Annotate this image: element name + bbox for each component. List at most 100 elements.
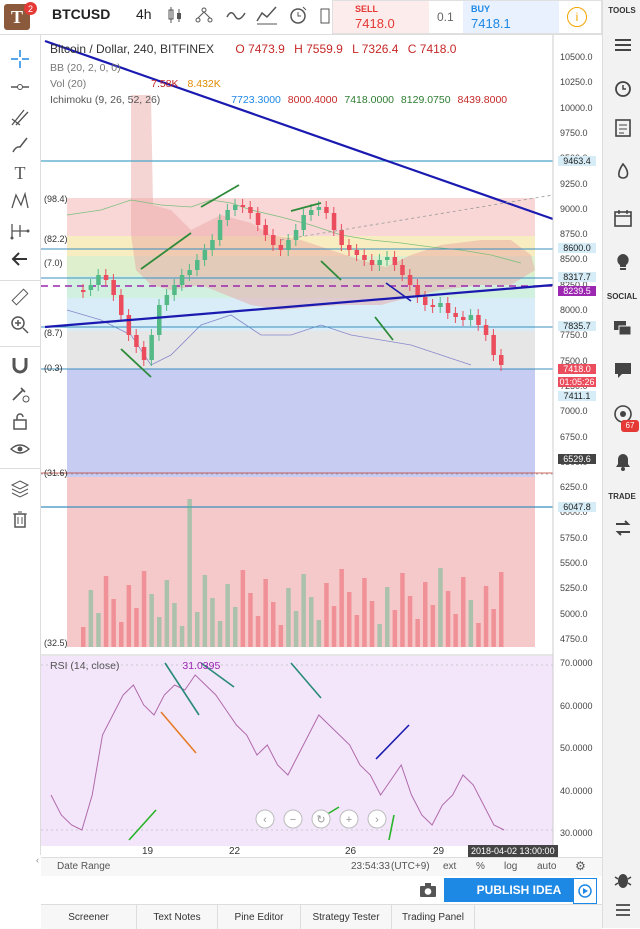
brush-icon[interactable] bbox=[10, 135, 30, 160]
candle-body bbox=[491, 335, 496, 355]
divider bbox=[0, 346, 40, 347]
stay-in-drawing-mode-icon[interactable] bbox=[10, 383, 30, 408]
divider bbox=[0, 280, 40, 281]
price-label: 9463.4 bbox=[558, 156, 596, 166]
pitchfork-icon[interactable] bbox=[10, 107, 30, 132]
chart-area[interactable]: ‹ − ↻ + › bbox=[41, 35, 602, 857]
lock-icon[interactable] bbox=[10, 411, 30, 436]
volume-bar bbox=[141, 571, 147, 647]
prediction-icon[interactable] bbox=[10, 221, 30, 246]
more-icon[interactable] bbox=[613, 900, 633, 925]
settings-gear-icon[interactable]: ⚙ bbox=[575, 859, 586, 873]
volume-bar bbox=[331, 606, 337, 647]
info-icon[interactable]: i bbox=[567, 7, 587, 27]
legend-high: H 7559.9 bbox=[294, 42, 343, 56]
interval-button[interactable]: 4h bbox=[136, 6, 152, 22]
order-panel-icon[interactable] bbox=[613, 518, 633, 543]
zoom-in-icon[interactable] bbox=[10, 315, 30, 340]
bug-report-icon[interactable] bbox=[613, 870, 633, 895]
play-icon[interactable] bbox=[573, 878, 597, 904]
volume-bar bbox=[210, 598, 215, 647]
last-price-label: 7418.0 bbox=[558, 364, 596, 374]
publish-idea-button[interactable]: PUBLISH IDEA bbox=[444, 878, 594, 902]
candle-body bbox=[461, 317, 466, 320]
eye-icon[interactable] bbox=[9, 439, 31, 464]
calendar-icon[interactable] bbox=[613, 208, 633, 233]
indicators-icon[interactable] bbox=[226, 5, 246, 30]
templates-icon[interactable] bbox=[256, 5, 278, 30]
candle-body bbox=[210, 240, 215, 250]
fib-label: (32.5) bbox=[44, 638, 68, 648]
sell-button[interactable]: SELL 7418.0 bbox=[333, 1, 429, 33]
volume-bar bbox=[202, 575, 208, 647]
alarm-clock-icon[interactable] bbox=[613, 78, 633, 103]
volume-bar bbox=[248, 593, 253, 647]
crosshair-icon[interactable] bbox=[10, 49, 30, 74]
trend-line-icon[interactable] bbox=[10, 77, 30, 102]
ext-toggle[interactable]: ext bbox=[443, 861, 457, 872]
camera-icon[interactable] bbox=[419, 882, 437, 903]
rsi-axis[interactable]: 70.0000 60.0000 50.0000 40.0000 30.0000 bbox=[556, 656, 602, 846]
legend-bb[interactable]: BB (20, 2, 0, 0) bbox=[50, 62, 121, 74]
price-axis[interactable]: 10500.010250.010000.09750.09500.09250.09… bbox=[556, 0, 602, 660]
legend-vol[interactable]: Vol (20) 7.58K 8.432K bbox=[50, 78, 221, 90]
magnet-icon[interactable] bbox=[10, 355, 30, 380]
drawing-toolbar: T bbox=[0, 35, 41, 855]
date-range-button[interactable]: Date Range bbox=[57, 861, 111, 872]
legend-low: L 7326.4 bbox=[352, 42, 399, 56]
text-tool-icon[interactable]: T bbox=[14, 163, 26, 183]
replay-icon[interactable] bbox=[318, 5, 332, 30]
data-window-icon[interactable] bbox=[613, 118, 633, 143]
percent-toggle[interactable]: % bbox=[476, 861, 485, 872]
hotlist-flame-icon[interactable] bbox=[613, 162, 633, 187]
back-arrow-icon[interactable] bbox=[10, 249, 30, 274]
price-tick: 6250.0 bbox=[560, 482, 588, 493]
legend-close: C 7418.0 bbox=[407, 42, 457, 56]
object-tree-icon[interactable] bbox=[10, 479, 30, 504]
log-toggle[interactable]: log bbox=[504, 861, 518, 872]
candle-body bbox=[324, 207, 329, 213]
candles-chart-type-icon[interactable] bbox=[166, 5, 184, 30]
volume-bar bbox=[103, 576, 109, 647]
legend-rsi[interactable]: RSI (14, close) 31.0395 bbox=[50, 660, 220, 672]
rsi-tick: 60.0000 bbox=[560, 700, 593, 711]
social-section-label: SOCIAL bbox=[606, 292, 638, 301]
legend-symbol[interactable]: Bitcoin / Dollar, 240, BITFINEX bbox=[50, 42, 215, 56]
collapse-arrow-icon[interactable]: ‹ bbox=[36, 855, 39, 865]
ideas-lightbulb-icon[interactable] bbox=[613, 252, 633, 277]
notifications-bell-icon[interactable] bbox=[613, 452, 633, 477]
candle-body bbox=[111, 280, 116, 295]
tab-strategy-tester[interactable]: Strategy Tester bbox=[301, 905, 392, 929]
candle-body bbox=[248, 207, 253, 213]
watchlist-icon[interactable] bbox=[613, 36, 633, 61]
volume-bar bbox=[96, 613, 101, 647]
messages-icon[interactable] bbox=[613, 360, 633, 385]
auto-toggle[interactable]: auto bbox=[537, 861, 557, 872]
candle-body bbox=[347, 245, 352, 250]
tab-pine-editor[interactable]: Pine Editor bbox=[218, 905, 301, 929]
volume-bar bbox=[316, 620, 322, 647]
publish-bar: PUBLISH IDEA bbox=[41, 876, 602, 904]
volume-bar bbox=[476, 623, 481, 647]
volume-bar bbox=[126, 585, 132, 647]
trash-icon[interactable] bbox=[10, 509, 30, 534]
tab-trading-panel[interactable]: Trading Panel bbox=[392, 905, 475, 929]
price-tick: 9750.0 bbox=[560, 127, 588, 138]
candle-body bbox=[286, 240, 291, 250]
tab-screener[interactable]: Screener bbox=[41, 905, 137, 929]
tab-text-notes[interactable]: Text Notes bbox=[137, 905, 218, 929]
compare-icon[interactable] bbox=[194, 5, 214, 30]
candle-body bbox=[499, 355, 504, 365]
candle-body bbox=[483, 325, 489, 335]
price-tick: 5000.0 bbox=[560, 608, 588, 619]
symbol-search-button[interactable]: BTCUSD bbox=[52, 6, 111, 22]
timezone[interactable]: (UTC+9) bbox=[391, 861, 430, 872]
candle-body bbox=[195, 260, 200, 270]
pattern-icon[interactable] bbox=[10, 191, 30, 216]
alert-icon[interactable] bbox=[288, 5, 308, 30]
price-label: 8239.5 bbox=[558, 286, 596, 296]
chat-icon[interactable] bbox=[613, 318, 633, 343]
ruler-icon[interactable] bbox=[10, 287, 30, 312]
buy-button[interactable]: BUY 7418.1 bbox=[463, 1, 559, 33]
legend-ichimoku[interactable]: Ichimoku (9, 26, 52, 26) 7723.3000 8000.… bbox=[50, 94, 507, 106]
